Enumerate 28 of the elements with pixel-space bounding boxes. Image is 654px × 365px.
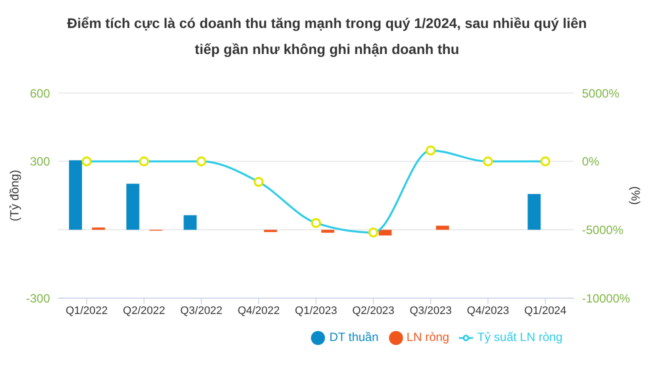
bar (528, 194, 541, 230)
bar (126, 184, 140, 230)
x-tick-label: Q1/2022 (66, 304, 108, 317)
x-tick-label: Q2/2023 (352, 304, 394, 317)
x-tick-label: Q4/2023 (466, 304, 510, 317)
legend-label: Tỷ suất LN ròng (477, 330, 563, 344)
x-tick-label: Q1/2024 (524, 304, 566, 317)
bar (69, 160, 82, 230)
y2-axis-title: (%) (628, 186, 643, 205)
bar (184, 215, 197, 230)
y-tick-label: 300 (30, 154, 50, 169)
x-tick-label: Q4/2022 (238, 304, 280, 317)
bar (436, 226, 449, 230)
y-axis-title: (Tỷ đồng) (7, 170, 22, 222)
chart-title: Điểm tích cực là có doanh thu tăng mạnh trong quý 1/2024, sau nhiều quý liên tiếp gần như không ghi nhận doanh thu (66, 14, 588, 59)
bar (378, 230, 392, 236)
x-tick-label: Q3/2022 (180, 304, 222, 317)
y2-tick-label: -10000% (582, 291, 630, 306)
y2-tick-label: -5000% (582, 223, 624, 238)
x-tick-label: Q3/2023 (410, 304, 452, 317)
legend-label: DT thuần (329, 330, 379, 344)
y2-tick-label: 0% (582, 154, 600, 169)
y-tick-label: -300 (26, 291, 50, 306)
x-tick-label: Q2/2022 (122, 304, 166, 317)
x-tick-label: Q1/2023 (294, 304, 338, 317)
y-tick-label: 600 (30, 86, 50, 100)
y2-tick-label: 5000% (582, 86, 620, 100)
legend-label: LN ròng (406, 330, 450, 344)
